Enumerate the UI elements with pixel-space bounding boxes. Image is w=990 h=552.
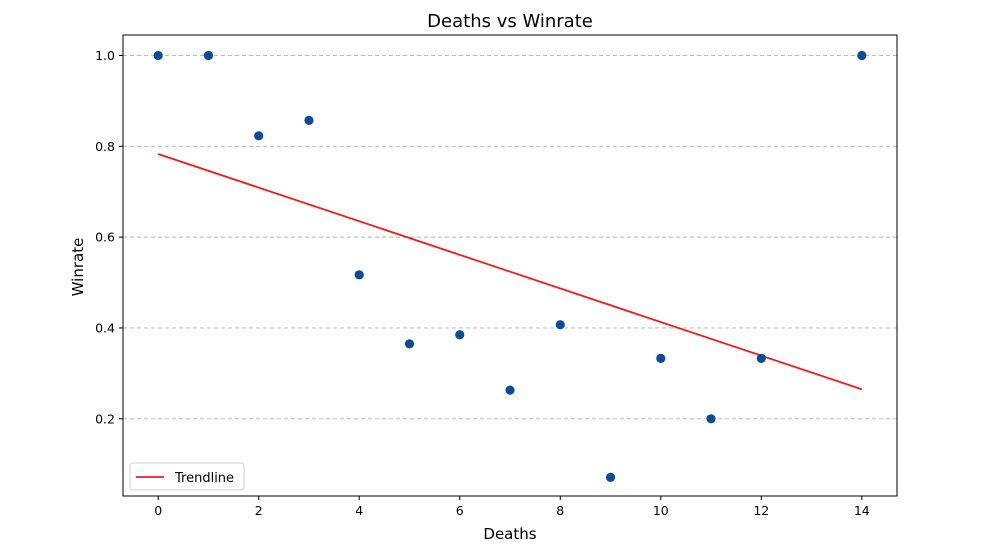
data-point xyxy=(455,330,465,340)
y-axis-label: Winrate xyxy=(69,238,87,297)
data-point xyxy=(505,385,515,395)
y-tick-label: 0.8 xyxy=(95,139,115,154)
legend-trendline-label: Trendline xyxy=(174,471,234,486)
y-tick-label: 0.2 xyxy=(95,411,115,426)
y-tick-label: 0.6 xyxy=(95,230,115,245)
x-tick-label: 2 xyxy=(255,503,263,518)
trendline xyxy=(157,153,863,391)
grid-lines xyxy=(123,54,897,420)
y-tick-label: 1.0 xyxy=(95,48,115,63)
data-point xyxy=(404,339,415,349)
data-point xyxy=(706,414,716,424)
data-point xyxy=(153,50,163,61)
data-point xyxy=(354,270,364,280)
data-point xyxy=(756,353,766,363)
legend-box xyxy=(129,462,245,491)
x-tick-label: 6 xyxy=(456,503,464,518)
chart-title: Deaths vs Winrate xyxy=(427,11,593,32)
x-tick-label: 14 xyxy=(854,503,870,518)
data-point xyxy=(857,50,867,61)
data-points xyxy=(153,50,867,482)
data-point xyxy=(605,472,616,482)
y-axis-ticks: 0.2 0.4 0.6 0.8 1.0 xyxy=(95,48,123,426)
legend: Trendline xyxy=(129,462,245,491)
x-tick-label: 12 xyxy=(753,503,769,518)
data-point xyxy=(203,50,214,61)
data-point xyxy=(656,353,666,363)
x-tick-label: 4 xyxy=(355,503,363,518)
x-axis-ticks: 0 2 4 6 8 10 12 14 xyxy=(154,496,870,518)
trendline-layer xyxy=(157,153,863,391)
x-tick-label: 10 xyxy=(653,503,669,518)
plot-frame xyxy=(122,34,898,497)
data-point xyxy=(254,131,264,141)
y-tick-label: 0.4 xyxy=(95,320,115,335)
x-axis-label: Deaths xyxy=(483,525,536,543)
data-point xyxy=(304,115,314,125)
x-tick-label: 0 xyxy=(154,503,162,518)
data-point xyxy=(555,320,565,330)
x-tick-label: 8 xyxy=(556,503,564,518)
